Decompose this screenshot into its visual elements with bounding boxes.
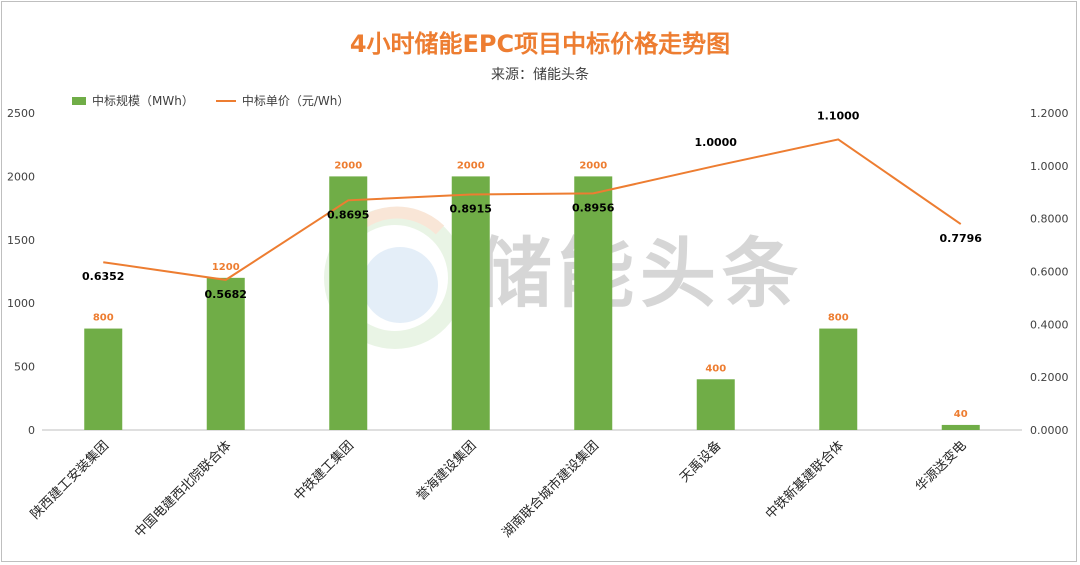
y-right-tick-label: 1.2000 xyxy=(1030,107,1069,120)
bar xyxy=(206,277,245,430)
bar xyxy=(696,379,735,430)
line-value-label: 1.1000 xyxy=(817,109,860,122)
x-category-label: 誉海建设集团 xyxy=(413,438,479,504)
legend-item-bar: 中标规模（MWh） xyxy=(72,92,194,109)
bar xyxy=(941,424,980,430)
bar xyxy=(819,328,858,430)
bar-value-label: 2000 xyxy=(457,160,485,171)
line-value-label: 1.0000 xyxy=(695,136,738,149)
labels-layer: 800 1200 2000 2000 2000 400 800 40 0.6352 0.5682 0… xyxy=(82,109,982,420)
axes-layer: 0 500 1000 1500 2000 2500 0.0000 0.2000 0.4000 0.… xyxy=(7,107,1069,541)
y-left-tick-label: 1000 xyxy=(7,297,35,310)
y-left-tick-label: 2000 xyxy=(7,170,35,183)
line-value-label: 0.8695 xyxy=(327,208,369,221)
y-left-tick-label: 500 xyxy=(14,361,35,374)
legend-swatch-bar xyxy=(72,96,86,105)
bar-value-label: 2000 xyxy=(334,160,362,171)
bars-layer xyxy=(84,176,980,430)
bar-value-label: 800 xyxy=(93,313,114,324)
x-category-label: 湖南联合城市建设集团 xyxy=(499,438,602,541)
line-value-label: 0.8915 xyxy=(450,202,492,215)
watermark-text: 储能头条 xyxy=(476,229,804,318)
chart-title: 4小时储能EPC项目中标价格走势图 xyxy=(349,30,731,58)
y-right-tick-label: 0.8000 xyxy=(1030,213,1069,226)
line-value-label: 0.7796 xyxy=(940,232,983,245)
bar-value-label: 1200 xyxy=(212,262,240,273)
legend-item-line: 中标单价（元/Wh） xyxy=(215,92,350,109)
line-value-label: 0.5682 xyxy=(205,288,247,301)
y-left-tick-label: 0 xyxy=(28,424,35,437)
x-category-label: 华源送变电 xyxy=(912,438,969,495)
bar-value-label: 2000 xyxy=(579,160,607,171)
bar xyxy=(574,176,613,430)
bar-value-label: 400 xyxy=(705,363,726,374)
y-right-tick-label: 0.2000 xyxy=(1030,371,1069,384)
x-category-label: 陕西建工安装集团 xyxy=(27,438,112,523)
y-right-tick-label: 0.4000 xyxy=(1030,318,1069,331)
line-value-label: 0.6352 xyxy=(82,270,124,283)
chart-subtitle: 来源：储能头条 xyxy=(491,67,589,83)
line-layer xyxy=(103,138,962,281)
legend: 中标规模（MWh） 中标单价（元/Wh） xyxy=(72,92,349,109)
x-category-label: 天禹设备 xyxy=(676,438,724,486)
legend-label-line: 中标单价（元/Wh） xyxy=(241,94,350,108)
y-left-tick-label: 2500 xyxy=(7,107,35,120)
bar xyxy=(451,176,490,430)
bar-value-label: 40 xyxy=(954,409,968,420)
y-right-tick-label: 1.0000 xyxy=(1030,160,1069,173)
bar xyxy=(84,328,123,430)
x-category-label: 中铁新基建联合体 xyxy=(762,438,847,523)
y-right-tick-label: 0.0000 xyxy=(1030,424,1069,437)
x-category-label: 中国电建西北院联合体 xyxy=(132,438,235,541)
legend-swatch-line xyxy=(215,99,236,102)
price-line xyxy=(103,138,962,281)
bar xyxy=(329,176,368,430)
y-left-tick-label: 1500 xyxy=(7,234,35,247)
y-right-tick-label: 0.6000 xyxy=(1030,266,1069,279)
bar-value-label: 800 xyxy=(828,313,849,324)
line-value-label: 0.8956 xyxy=(572,201,615,214)
x-category-label: 中铁建工集团 xyxy=(291,438,357,504)
legend-label-bar: 中标规模（MWh） xyxy=(92,94,194,108)
